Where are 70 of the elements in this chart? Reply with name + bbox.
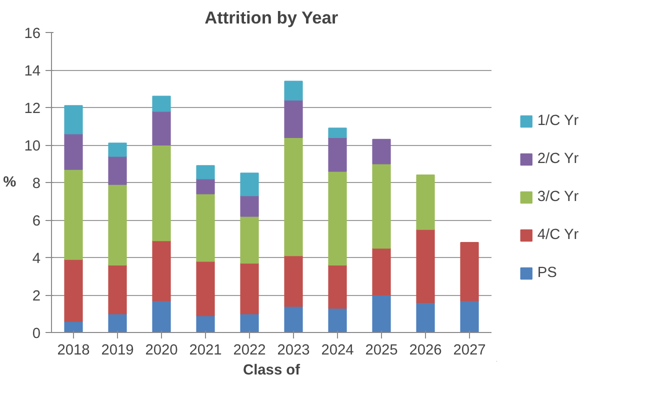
legend-label: 2/C Yr [537, 150, 579, 166]
bar [328, 128, 347, 138]
x-tick-label: 2026 [409, 342, 442, 358]
x-tick-label: 2019 [101, 342, 134, 358]
bar [372, 294, 391, 332]
bar [64, 105, 83, 134]
bar [152, 300, 171, 332]
bar [108, 313, 127, 332]
bar [372, 138, 391, 164]
bar [64, 133, 83, 170]
bar [328, 170, 347, 266]
bar [196, 165, 215, 180]
bar [240, 172, 259, 196]
y-tick-label: 12 [24, 101, 41, 117]
bar [284, 306, 303, 332]
bar [284, 80, 303, 100]
bar [240, 195, 259, 217]
bar [240, 313, 259, 332]
bar [416, 228, 435, 303]
bar [152, 96, 171, 112]
bar [152, 110, 171, 146]
bar [196, 178, 215, 194]
y-tick-label: 2 [32, 288, 41, 304]
y-tick-label: 16 [24, 26, 41, 42]
bar [108, 142, 127, 157]
bar [108, 264, 127, 314]
chart-title: Attrition by Year [204, 8, 338, 28]
bar [196, 315, 215, 332]
bar [328, 137, 347, 172]
x-axis-title: Class of [242, 362, 300, 378]
bar [152, 240, 171, 302]
y-tick-label: 0 [32, 326, 41, 342]
bar [152, 144, 171, 242]
bar [372, 248, 391, 296]
x-tick-label: 2020 [145, 342, 178, 358]
bar [108, 156, 127, 185]
bar [240, 216, 259, 264]
x-tick-label: 2022 [233, 342, 266, 358]
bar [284, 137, 303, 256]
bar [284, 100, 303, 138]
bar [64, 168, 83, 260]
x-tick-label: 2023 [277, 342, 310, 358]
bar [196, 193, 215, 262]
legend-label: 1/C Yr [537, 112, 579, 128]
legend-label: 3/C Yr [537, 188, 579, 204]
bar [284, 255, 303, 307]
y-tick-label: 14 [24, 64, 41, 80]
bar [328, 264, 347, 309]
x-tick-label: 2027 [453, 342, 486, 358]
bar [108, 184, 127, 266]
bar [328, 308, 347, 332]
x-tick-label: 2018 [57, 342, 90, 358]
bar [240, 262, 259, 314]
x-tick-label: 2025 [365, 342, 398, 358]
y-axis-title: % [3, 174, 16, 190]
x-tick-label: 2024 [321, 342, 354, 358]
y-tick-label: 4 [32, 251, 41, 267]
y-tick-label: 10 [24, 138, 41, 154]
bar [416, 174, 435, 230]
legend-label: 4/C Yr [537, 226, 579, 242]
bar [416, 302, 435, 332]
bar [460, 300, 479, 332]
bar [460, 242, 479, 302]
y-tick-label: 6 [32, 214, 41, 230]
bar [372, 163, 391, 249]
y-tick-label: 8 [32, 176, 41, 192]
bar [196, 260, 215, 316]
legend-label: PS [537, 264, 558, 280]
x-tick-label: 2021 [189, 342, 222, 358]
bar [64, 258, 83, 322]
